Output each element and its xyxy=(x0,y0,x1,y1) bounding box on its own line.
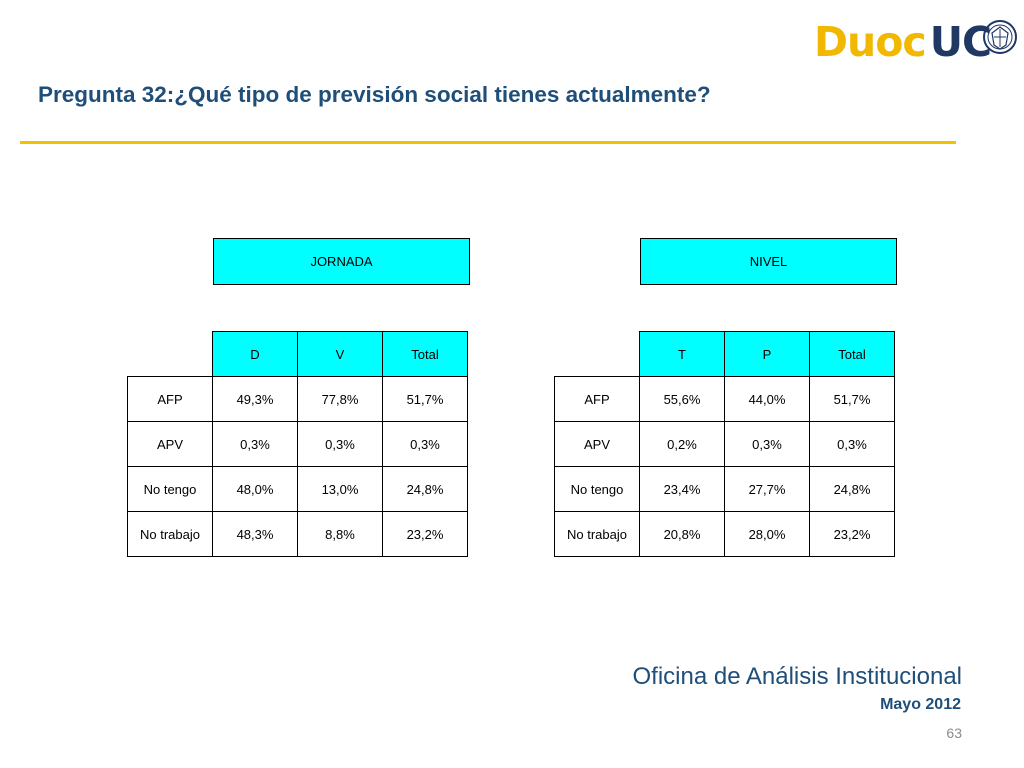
table-cell: 20,8% xyxy=(639,511,725,557)
column-header: T xyxy=(639,331,725,377)
table-row: No trabajo 20,8% 28,0% 23,2% xyxy=(554,511,895,557)
table-cell: 27,7% xyxy=(724,466,810,512)
table-cell: 55,6% xyxy=(639,376,725,422)
table-row: No tengo 23,4% 27,7% 24,8% xyxy=(554,466,895,512)
table-cell: 48,3% xyxy=(212,511,298,557)
corner-cell xyxy=(128,332,213,377)
table-row: APV 0,3% 0,3% 0,3% xyxy=(127,421,468,467)
table-cell: 24,8% xyxy=(809,466,895,512)
logo-duoc-text: Duoc xyxy=(814,18,927,66)
table-row: AFP 49,3% 77,8% 51,7% xyxy=(127,376,468,422)
table-cell: 0,3% xyxy=(297,421,383,467)
table-header-row: T P Total xyxy=(555,331,895,377)
logo-uc-text: UC xyxy=(929,18,992,66)
row-label: APV xyxy=(554,421,640,467)
table-cell: 49,3% xyxy=(212,376,298,422)
row-label: No tengo xyxy=(554,466,640,512)
footer-organization: Oficina de Análisis Institucional xyxy=(632,663,962,690)
table-jornada: D V Total AFP 49,3% 77,8% 51,7% APV 0,3%… xyxy=(127,331,468,557)
row-label: AFP xyxy=(127,376,213,422)
column-header: Total xyxy=(809,331,895,377)
table-cell: 0,2% xyxy=(639,421,725,467)
table-cell: 24,8% xyxy=(382,466,468,512)
page-number: 63 xyxy=(946,725,962,741)
table-cell: 23,2% xyxy=(382,511,468,557)
column-header: P xyxy=(724,331,810,377)
table-cell: 51,7% xyxy=(382,376,468,422)
table-cell: 0,3% xyxy=(809,421,895,467)
group-header-jornada: JORNADA xyxy=(213,238,470,285)
row-label: No trabajo xyxy=(127,511,213,557)
page-title: Pregunta 32:¿Qué tipo de previsión socia… xyxy=(38,82,711,107)
corner-cell xyxy=(555,332,640,377)
table-cell: 77,8% xyxy=(297,376,383,422)
row-label: AFP xyxy=(554,376,640,422)
table-nivel: T P Total AFP 55,6% 44,0% 51,7% APV 0,2%… xyxy=(554,331,895,557)
table-cell: 8,8% xyxy=(297,511,383,557)
table-row: APV 0,2% 0,3% 0,3% xyxy=(554,421,895,467)
group-header-nivel: NIVEL xyxy=(640,238,897,285)
duoc-uc-logo: DuocUC xyxy=(814,14,1017,70)
table-cell: 13,0% xyxy=(297,466,383,512)
row-label: No tengo xyxy=(127,466,213,512)
column-header: Total xyxy=(382,331,468,377)
table-cell: 23,2% xyxy=(809,511,895,557)
table-row: No tengo 48,0% 13,0% 24,8% xyxy=(127,466,468,512)
row-label: APV xyxy=(127,421,213,467)
table-cell: 28,0% xyxy=(724,511,810,557)
column-header: D xyxy=(212,331,298,377)
footer-date: Mayo 2012 xyxy=(880,696,961,713)
table-cell: 48,0% xyxy=(212,466,298,512)
university-seal-icon xyxy=(983,20,1017,54)
title-divider xyxy=(20,141,956,144)
table-cell: 23,4% xyxy=(639,466,725,512)
table-cell: 0,3% xyxy=(382,421,468,467)
table-cell: 0,3% xyxy=(724,421,810,467)
table-header-row: D V Total xyxy=(128,331,468,377)
table-row: AFP 55,6% 44,0% 51,7% xyxy=(554,376,895,422)
table-row: No trabajo 48,3% 8,8% 23,2% xyxy=(127,511,468,557)
logo-wordmark: DuocUC xyxy=(814,16,992,68)
table-cell: 0,3% xyxy=(212,421,298,467)
row-label: No trabajo xyxy=(554,511,640,557)
table-cell: 44,0% xyxy=(724,376,810,422)
column-header: V xyxy=(297,331,383,377)
table-cell: 51,7% xyxy=(809,376,895,422)
